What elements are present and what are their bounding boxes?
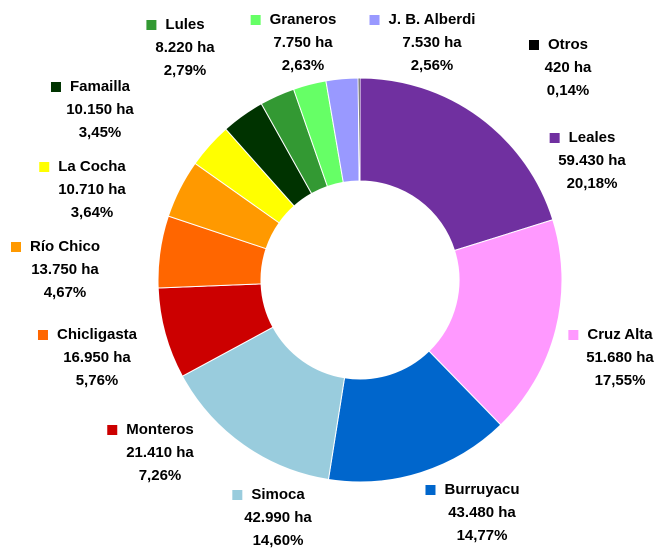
legend-label: Leales <box>569 129 616 146</box>
value-label: 13.750 ha <box>31 261 99 278</box>
value-label: 420 ha <box>545 59 592 76</box>
legend-marker <box>528 40 539 50</box>
percent-label: 2,63% <box>282 57 325 74</box>
donut-segment <box>357 77 361 182</box>
donut-segment <box>359 77 554 252</box>
legend-marker <box>232 490 243 500</box>
value-label: 7.750 ha <box>273 34 333 51</box>
legend-marker <box>39 162 50 172</box>
legend-label: Cruz Alta <box>587 326 653 343</box>
value-label: 7.530 ha <box>402 34 462 51</box>
legend-marker <box>50 82 61 92</box>
value-label: 59.430 ha <box>558 152 626 169</box>
percent-label: 14,60% <box>253 532 304 549</box>
value-label: 16.950 ha <box>63 349 131 366</box>
legend-label: Monteros <box>126 421 194 438</box>
percent-label: 2,56% <box>411 57 454 74</box>
donut-segment <box>428 219 563 426</box>
percent-label: 17,55% <box>595 372 646 389</box>
donut-segment <box>181 326 346 481</box>
legend-label: Graneros <box>270 11 337 28</box>
legend-label: Burruyacu <box>444 481 519 498</box>
percent-label: 14,77% <box>457 527 508 544</box>
legend-label: Chicligasta <box>57 326 138 343</box>
legend-label: Lules <box>165 16 204 33</box>
legend-label: J. B. Alberdi <box>389 11 476 28</box>
percent-label: 7,26% <box>139 467 182 484</box>
legend-marker <box>37 330 48 340</box>
legend-label: Otros <box>548 36 588 53</box>
percent-label: 0,14% <box>547 82 590 99</box>
percent-label: 4,67% <box>44 284 87 301</box>
legend-marker <box>568 330 579 340</box>
percent-label: 20,18% <box>567 175 618 192</box>
legend-marker <box>107 425 118 435</box>
value-label: 21.410 ha <box>126 444 194 461</box>
legend-label: Río Chico <box>30 238 100 255</box>
legend-marker <box>146 20 157 30</box>
percent-label: 2,79% <box>164 62 207 79</box>
percent-label: 5,76% <box>76 372 119 389</box>
legend-marker <box>369 15 380 25</box>
percent-label: 3,64% <box>71 204 114 221</box>
legend-label: La Cocha <box>58 158 126 175</box>
value-label: 43.480 ha <box>448 504 516 521</box>
value-label: 10.710 ha <box>58 181 126 198</box>
legend-marker <box>250 15 261 25</box>
legend-label: Famailla <box>70 78 131 95</box>
legend-marker <box>425 485 436 495</box>
value-label: 42.990 ha <box>244 509 312 526</box>
legend-marker <box>11 242 21 252</box>
value-label: 51.680 ha <box>586 349 654 366</box>
legend-label: Simoca <box>251 486 305 503</box>
value-label: 8.220 ha <box>155 39 215 56</box>
legend-marker <box>549 133 560 143</box>
value-label: 10.150 ha <box>66 101 134 118</box>
percent-label: 3,45% <box>79 124 122 141</box>
